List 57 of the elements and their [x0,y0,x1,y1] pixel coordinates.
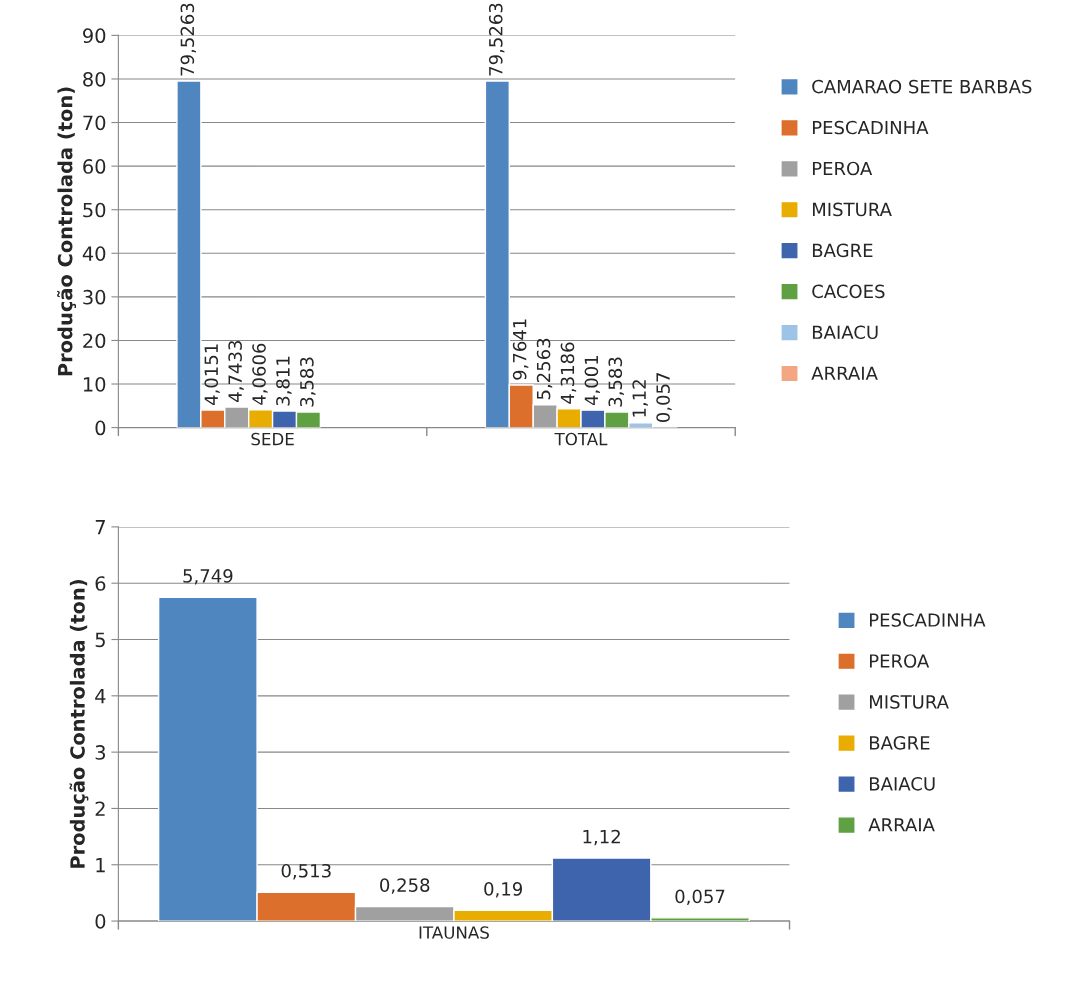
y-tick-label: 0 [95,914,106,929]
x-tick-label: SEDE [251,432,294,446]
y-tick-label: 2 [95,801,105,816]
y-tick-label: 40 [82,246,106,261]
data-label: 3,811 [276,356,292,406]
legend-label: BAGRE [869,736,930,750]
data-label: 0,513 [281,863,331,880]
x-tick-label: TOTAL [554,432,608,446]
y-tick-label: 7 [95,520,105,535]
data-label: 1,12 [632,380,648,417]
y-tick-label: 70 [83,115,106,131]
legend-label: BAIACU [812,325,878,340]
legend-label: PEROA [869,654,930,668]
data-label: 9,7641 [512,319,529,380]
data-label: 0,057 [656,373,672,422]
y-tick-label: 50 [83,202,106,218]
y-tick-label: 80 [83,71,106,87]
y-tick-label: 10 [83,376,106,392]
legend-label: PESCADINHA [869,613,986,627]
data-label: 0,057 [675,889,725,906]
data-label: 4,0151 [204,344,220,406]
data-label: 0,19 [484,882,522,898]
legend-label: ARRAIA [811,366,878,380]
y-tick-label: 60 [83,159,106,174]
y-tick-label: 3 [95,745,106,760]
legend-label: MISTURA [869,695,949,709]
y-tick-label: 4 [95,689,106,704]
x-tick-label: ITAUNAS [419,926,489,939]
y-tick-label: 20 [83,333,106,349]
legend-label: CACOES [812,284,885,299]
y-tick-label: 5 [95,632,105,648]
legend-label: MISTURA [812,202,892,217]
data-label: 3,583 [300,357,316,407]
data-label: 5,749 [183,569,233,585]
data-label: 79,5263 [488,3,505,76]
data-label: 0,258 [380,878,430,894]
legend-label: PESCADINHA [812,120,929,135]
data-label: 5,2563 [536,338,553,400]
data-label: 3,583 [608,357,624,407]
legend-label: BAGRE [812,243,873,258]
data-label: 4,3186 [560,342,577,404]
y-tick-label: 90 [83,28,106,44]
y-tick-label: 6 [95,576,106,591]
data-label: 4,7433 [228,341,244,402]
legend-label: ARRAIA [868,818,935,832]
y-axis-title: Produção Controlada (ton) [69,579,89,868]
y-tick-label: 1 [96,857,105,873]
legend-label: CAMARAO SETE BARBAS [812,79,1032,94]
y-tick-label: 0 [95,420,106,436]
data-label: 4,0606 [252,343,268,405]
y-tick-label: 30 [83,289,106,305]
data-label: 1,12 [583,829,620,846]
legend-label: PEROA [812,161,873,176]
data-label: 4,001 [584,355,601,406]
data-label: 79,5263 [180,3,197,76]
legend-label: BAIACU [869,776,935,791]
y-axis-title: Produção Controlada (ton) [57,87,77,376]
